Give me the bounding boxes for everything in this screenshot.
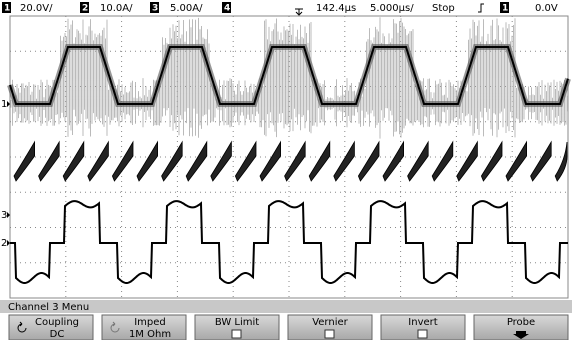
softkey-label: Vernier [312,317,348,328]
checkbox [325,330,334,338]
trigger-edge-icon [478,4,484,12]
ground-marker: 3 [1,210,7,221]
softkey-label: Coupling [35,317,79,328]
softkey-label: BW Limit [215,317,259,328]
header: 1 20.0V/ 2 10.0A/ 3 5.00A/ 4 142.4µs 5.0… [2,2,558,15]
softkey-label: Imped [134,317,166,328]
checkbox [232,330,241,338]
run-status: Stop [432,3,455,14]
delay-icon [295,9,303,15]
menu-title: Channel 3 Menu [8,302,89,313]
softkeys: Coupling DC Imped 1M Ohm BW Limit Vernie… [9,315,568,340]
ch1-noise [11,17,568,138]
channel-number: 2 [82,4,88,14]
checkbox [418,330,427,338]
softkey-label: Invert [408,317,437,328]
ch2-trace [14,142,567,181]
channel-scale: 5.00A/ [170,3,203,14]
channel-number: 1 [4,4,10,14]
delay: 142.4µs [316,3,356,14]
ground-marker: 1 [1,99,7,110]
ground-marker: 2 [1,238,7,249]
softkey-value: DC [50,329,65,340]
timebase: 5.000µs/ [370,3,414,14]
channel-number: 4 [224,4,230,14]
trigger-source: 1 [502,4,508,14]
channel-scale: 20.0V/ [20,3,53,14]
ch3-trace [10,201,568,283]
channel-scale: 10.0A/ [100,3,133,14]
trigger-level: 0.0V [535,3,558,14]
waveforms [10,17,568,283]
softkey-value: 1M Ohm [129,329,171,340]
channel-number: 3 [152,4,158,14]
softkey-label: Probe [507,317,535,328]
oscilloscope-screen: 1 20.0V/ 2 10.0A/ 3 5.00A/ 4 142.4µs 5.0… [0,0,572,340]
